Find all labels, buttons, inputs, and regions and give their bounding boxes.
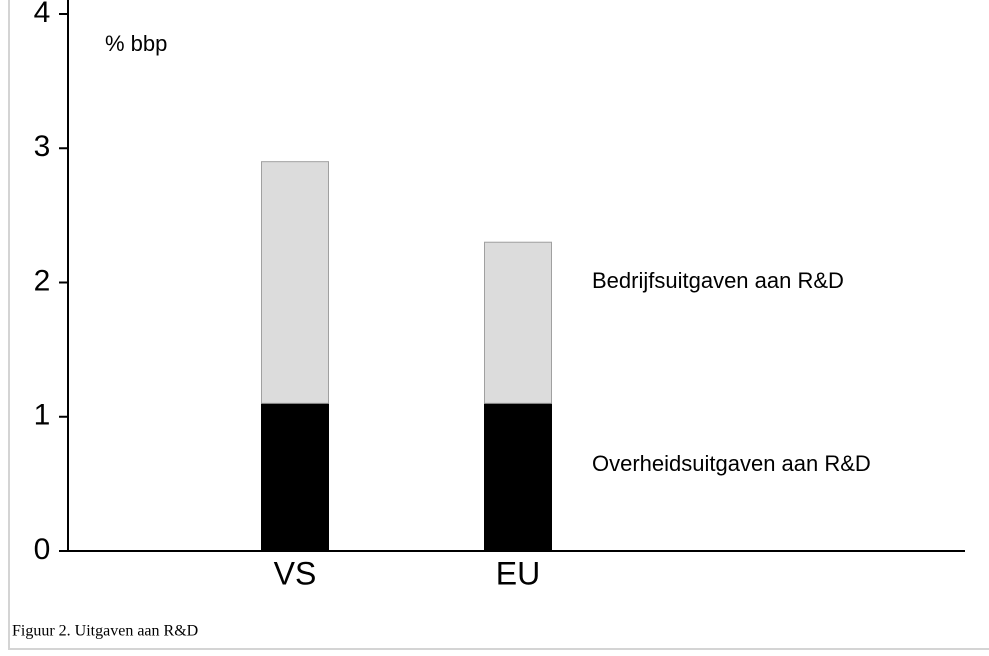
caption: Figuur 2. Uitgaven aan R&D <box>12 623 198 640</box>
bar-segment <box>261 402 329 552</box>
bar-segment <box>484 402 552 552</box>
y-tick-label: 0 <box>34 533 51 566</box>
y-tick-label: 4 <box>34 0 51 29</box>
series-label: Bedrijfsuitgaven aan R&D <box>592 268 844 293</box>
y-tick-label: 2 <box>34 264 51 297</box>
y-axis-label: % bbp <box>105 31 167 56</box>
x-tick-label: VS <box>274 555 317 591</box>
x-tick-label: EU <box>496 555 540 591</box>
bar-segment <box>261 161 329 404</box>
bar-segment <box>484 241 552 404</box>
frame <box>8 0 989 650</box>
series-label: Overheidsuitgaven aan R&D <box>592 451 871 476</box>
y-tick-label: 1 <box>34 399 51 432</box>
y-tick-label: 3 <box>34 130 51 163</box>
